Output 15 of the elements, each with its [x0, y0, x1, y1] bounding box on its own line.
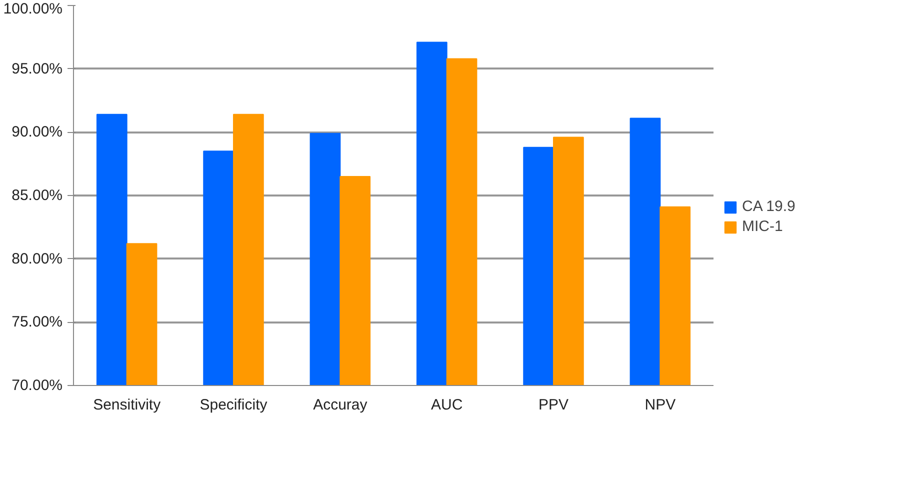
y-tick-label: 100.00%: [3, 0, 62, 18]
y-tick-label: 70.00%: [12, 377, 62, 394]
legend-label: MIC-1: [742, 218, 784, 235]
y-tick-label: 85.00%: [12, 187, 62, 204]
y-tick-label: 80.00%: [12, 250, 62, 268]
legend-label: CA 19.9: [742, 198, 796, 215]
y-tick-label: 75.00%: [12, 314, 62, 331]
y-tick-label: 95.00%: [12, 60, 62, 78]
x-tick-label: Sensitivity: [93, 396, 162, 414]
y-tick-label: 90.00%: [12, 124, 62, 141]
x-tick-label: Accuray: [313, 396, 368, 414]
x-tick-label: NPV: [644, 396, 676, 414]
x-tick-label: AUC: [431, 396, 463, 414]
x-tick-label: PPV: [538, 396, 569, 414]
x-tick-label: Specificity: [200, 396, 268, 414]
